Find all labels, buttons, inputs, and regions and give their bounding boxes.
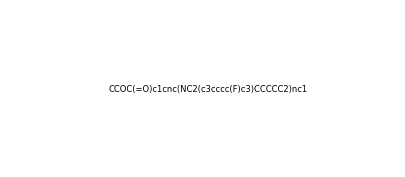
Text: CCOC(=O)c1cnc(NC2(c3cccc(F)c3)CCCCC2)nc1: CCOC(=O)c1cnc(NC2(c3cccc(F)c3)CCCCC2)nc1	[108, 85, 307, 94]
